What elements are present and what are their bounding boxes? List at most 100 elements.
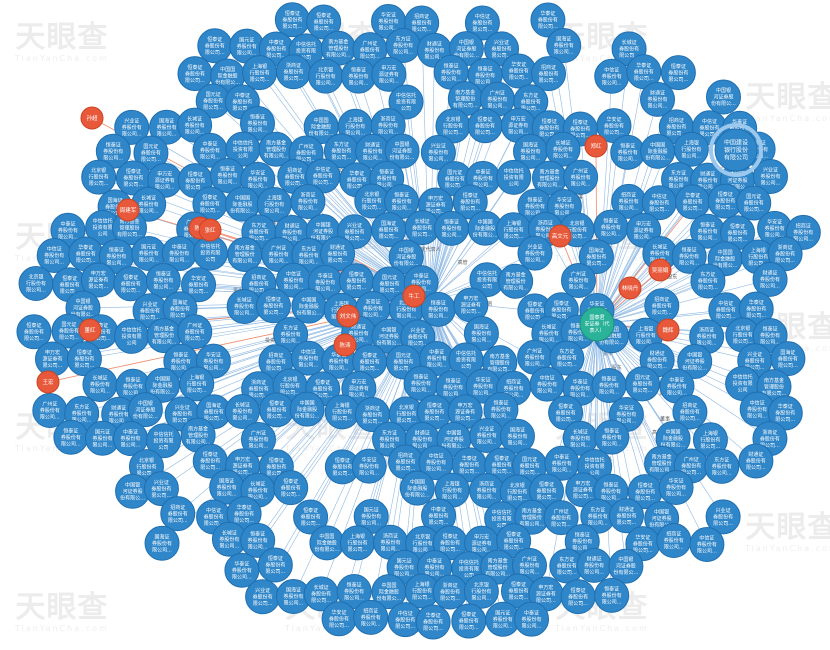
company-node[interactable]: 华安证券股份有限公司... bbox=[658, 469, 694, 505]
company-node[interactable]: 恒泰证券股份有限公司... bbox=[591, 368, 627, 404]
company-node[interactable]: 中国银河证券股份有限公... bbox=[608, 548, 644, 584]
company-node[interactable]: 招商证券股份有限公司... bbox=[611, 183, 647, 219]
company-node[interactable]: 中国银河证券股份有限公... bbox=[705, 79, 741, 115]
company-node[interactable]: 华安证券股份有限公司... bbox=[321, 601, 357, 637]
company-node[interactable]: 北京银行股份有限公司... bbox=[18, 266, 54, 302]
person-node[interactable]: 林晓丹 bbox=[618, 276, 642, 300]
company-node[interactable]: 长城证券股份有限公司... bbox=[224, 394, 260, 430]
company-node[interactable]: 中国国际金融股份有限公... bbox=[289, 391, 325, 427]
company-node[interactable]: 广州证券股份有限公司... bbox=[563, 159, 599, 195]
company-node[interactable]: 华安证券股份有限公司... bbox=[501, 53, 537, 89]
company-node[interactable]: 恒泰证券股份有限公司... bbox=[434, 210, 470, 246]
company-node[interactable]: 恒泰证券股份有限公司... bbox=[115, 160, 151, 196]
company-node[interactable]: 恒泰证券股份有限公司... bbox=[209, 158, 245, 194]
company-node[interactable]: 中国国际金融股份有限公... bbox=[291, 288, 327, 324]
company-node[interactable]: 招商证券股份有限公司... bbox=[672, 394, 708, 430]
company-node[interactable]: 长城证券股份有限公司... bbox=[545, 131, 581, 167]
company-node[interactable]: 招商证券股份有限公司... bbox=[644, 288, 680, 324]
company-node[interactable]: 恒泰证券股份有限公司... bbox=[593, 209, 629, 245]
company-node[interactable]: 中国国际金融股份有限公... bbox=[467, 210, 503, 246]
company-node[interactable]: 恒泰证券股份有限公司... bbox=[420, 291, 456, 327]
company-node[interactable]: 南方基金管理股份有限公司... bbox=[531, 160, 567, 196]
person-node[interactable]: 魏辉 bbox=[656, 318, 680, 342]
company-node[interactable]: 恒泰证券股份有限公司... bbox=[433, 54, 469, 90]
company-node[interactable]: 中国银河证券股份有限公... bbox=[384, 133, 420, 169]
company-node[interactable]: 华泰证券股份有限公司... bbox=[675, 184, 711, 220]
company-node[interactable]: 财通证券股份有限公司... bbox=[752, 261, 788, 297]
company-node[interactable]: 南方基金管理股份有限公司... bbox=[514, 499, 550, 535]
company-node[interactable]: 华安证券股份有限公司... bbox=[465, 368, 501, 404]
company-node[interactable]: 国元证券股份有限公司... bbox=[353, 498, 389, 534]
company-node[interactable]: 恒泰证券股份有限公司... bbox=[660, 55, 696, 91]
company-node[interactable]: 恒泰证券股份有限公司... bbox=[528, 473, 564, 509]
company-node[interactable]: 东方证券股份有限公司... bbox=[690, 263, 726, 299]
company-node[interactable]: 国海证券股份有限公司... bbox=[144, 525, 180, 561]
company-node[interactable]: 南方基金管理股份有限公司... bbox=[111, 210, 147, 246]
company-node[interactable]: 中国银河证券股份有限公... bbox=[127, 392, 163, 428]
company-node[interactable]: 财通证券股份有限公司... bbox=[355, 133, 391, 169]
company-node[interactable]: 长城证券股份有限公司... bbox=[131, 186, 167, 222]
company-node[interactable]: 东方证券股份有限公司... bbox=[385, 27, 421, 63]
company-node[interactable]: 中信证券股份有限公司... bbox=[305, 158, 341, 194]
company-node[interactable]: 中国国际金融股份有限公... bbox=[309, 525, 345, 561]
company-node[interactable]: 上海银行股份有限公司... bbox=[324, 394, 360, 430]
person-node[interactable]: 牛工 bbox=[402, 284, 426, 308]
company-node[interactable]: 长城证券股份有限公司... bbox=[177, 107, 213, 143]
company-node[interactable]: 国元证券股份有限公司... bbox=[133, 135, 169, 171]
company-node[interactable]: 中国银河证券股份有限公... bbox=[115, 473, 151, 509]
company-node[interactable]: 招商证券股份有限公司... bbox=[531, 56, 567, 92]
company-node[interactable]: 财通证券股份有限公司... bbox=[576, 547, 612, 583]
company-node[interactable]: 上海银行股份有限公司... bbox=[256, 187, 292, 223]
company-node[interactable]: 申万宏源证券有限公司... bbox=[453, 287, 489, 323]
company-node[interactable]: 国元证券股份有限公司... bbox=[229, 28, 265, 64]
company-node[interactable]: 恒泰证券股份有限公司... bbox=[452, 184, 488, 220]
company-node[interactable]: 恒泰证券股份有限公司... bbox=[259, 392, 295, 428]
person-node[interactable]: 郑红 bbox=[584, 134, 608, 158]
company-node[interactable]: 广州证券股份有限公司... bbox=[177, 314, 213, 350]
company-node[interactable]: 中国银河证券股份有限公... bbox=[677, 344, 713, 380]
company-node[interactable]: 华安证券股份有限公司... bbox=[351, 448, 387, 484]
company-node[interactable]: 中信证券股份有限公司... bbox=[36, 237, 72, 273]
company-node[interactable]: 恒泰证券股份有限公司... bbox=[306, 4, 342, 40]
company-node[interactable]: 恒泰证券股份有限公司... bbox=[341, 58, 377, 94]
company-node[interactable]: 恒泰证券股份有限公司... bbox=[145, 262, 181, 298]
company-node[interactable]: 兴业证券股份有限公司... bbox=[143, 471, 179, 507]
company-node[interactable]: 申万宏源证券有限公司... bbox=[371, 56, 407, 92]
company-node[interactable]: 华安证券股份有限公司... bbox=[596, 108, 632, 144]
company-node[interactable]: 华泰证券股份有限公司... bbox=[530, 2, 566, 38]
company-node[interactable]: 国海证券股份有限公司... bbox=[578, 239, 614, 275]
person-node[interactable]: 吴丽娟 bbox=[648, 258, 672, 282]
person-node[interactable]: 周建军 bbox=[116, 198, 140, 222]
company-node[interactable]: 恒泰证券股份有限公司... bbox=[239, 105, 275, 141]
company-node[interactable]: 浙商证券股份有限公司... bbox=[469, 473, 505, 509]
company-node[interactable]: 国海证券股份有限公司... bbox=[499, 418, 535, 454]
company-node[interactable]: 浙商证券股份有限公司... bbox=[370, 108, 406, 144]
company-node[interactable]: 恒泰证券股份有限公司... bbox=[324, 449, 360, 485]
company-node[interactable]: 中泰证券股份有限公司... bbox=[421, 498, 457, 534]
company-node[interactable]: 兴业证券股份有限公司... bbox=[114, 109, 150, 145]
company-node[interactable]: 东方证券股份有限公司... bbox=[549, 340, 585, 376]
company-node[interactable]: 中国国际金融股份有限公... bbox=[144, 367, 180, 403]
company-node[interactable]: 中泰证券股份有限公司... bbox=[514, 601, 550, 637]
person-node[interactable]: 董红 bbox=[78, 318, 102, 342]
company-node[interactable]: 南方基金管理股份有限公司... bbox=[498, 263, 534, 299]
company-node[interactable]: 恒泰证券股份有限公司... bbox=[610, 134, 646, 170]
company-node[interactable]: 兴业证券股份有限公司... bbox=[517, 235, 553, 271]
company-node[interactable]: 国元证券股份有限公司... bbox=[195, 83, 231, 119]
company-node[interactable]: 广州证券股份有限公司... bbox=[543, 500, 579, 536]
company-node[interactable]: 恒泰证券股份有限公司... bbox=[560, 579, 596, 615]
company-node[interactable]: 长城证券股份有限公司... bbox=[404, 210, 440, 246]
company-node[interactable]: 申万宏源证券有限公司... bbox=[500, 107, 536, 143]
company-node[interactable]: 华泰证券股份有限公司... bbox=[68, 236, 104, 272]
company-node[interactable]: 浙商证券股份有限公司... bbox=[767, 236, 803, 272]
person-node[interactable]: 陈涛 bbox=[333, 333, 357, 357]
company-node[interactable]: 申万宏源证券有限公司... bbox=[565, 472, 601, 508]
company-node[interactable]: 招商证券股份有限公司... bbox=[160, 496, 196, 532]
company-node[interactable]: 国海证券股份有限公司... bbox=[149, 109, 185, 145]
company-node[interactable]: 南方基金管理股份有限公司... bbox=[320, 30, 356, 66]
company-node[interactable]: 恒泰证券股份有限公司... bbox=[594, 419, 630, 455]
company-node[interactable]: 北京银行股份有限公司... bbox=[463, 573, 499, 609]
company-node[interactable]: 恒泰证券股份有限公司... bbox=[293, 499, 329, 535]
